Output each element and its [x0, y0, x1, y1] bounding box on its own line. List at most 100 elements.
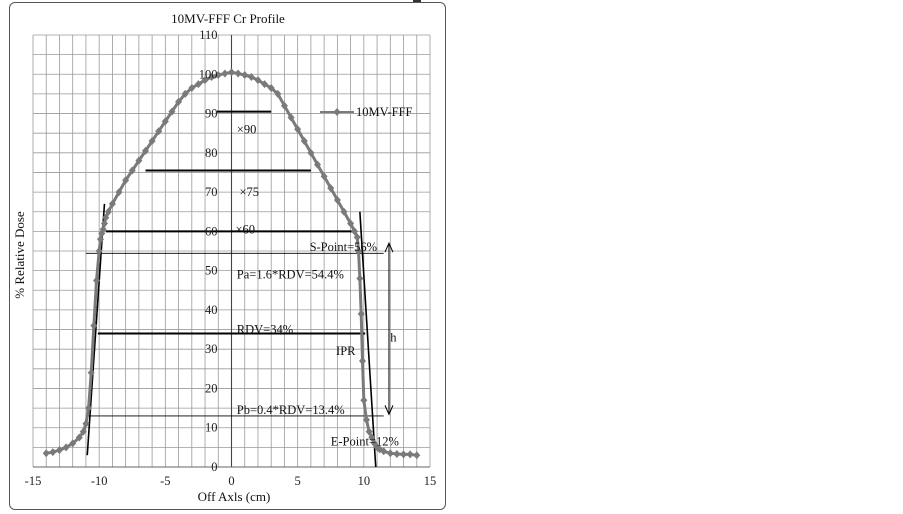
data-point	[55, 446, 63, 455]
y-tick-label: 90	[205, 107, 218, 121]
data-point	[355, 247, 363, 255]
data-point	[294, 125, 302, 134]
data-point	[365, 427, 373, 436]
data-point	[161, 117, 169, 126]
data-point	[96, 235, 104, 244]
data-point	[69, 439, 77, 448]
data-point	[75, 433, 83, 442]
data-point	[104, 207, 112, 216]
y-tick-label: 110	[199, 28, 217, 42]
data-point	[234, 69, 242, 78]
x-tick-label: 10	[358, 474, 371, 488]
data-point	[108, 199, 116, 208]
data-point	[357, 309, 365, 318]
data-point	[148, 137, 156, 146]
data-point	[49, 448, 57, 457]
data-point	[359, 356, 367, 365]
y-tick-label: 20	[205, 381, 218, 395]
series-layer	[42, 68, 421, 460]
data-point	[115, 188, 123, 197]
data-point	[85, 404, 93, 413]
y-tick-label: 0	[211, 460, 217, 474]
y-tick-label: 60	[205, 224, 218, 238]
x-tick-label: -10	[91, 474, 108, 488]
data-point	[360, 396, 368, 405]
data-point	[400, 450, 408, 459]
edge-tangent-line	[86, 203, 106, 456]
chart-title: 10MV-FFF Cr Profile	[171, 11, 285, 26]
data-point	[79, 427, 87, 436]
h-arrow-head-top	[384, 241, 394, 253]
data-point	[254, 76, 262, 85]
y-tick-label: 40	[205, 303, 218, 317]
data-point	[393, 450, 401, 459]
data-point	[188, 84, 196, 93]
legend-label: 10MV-FFF	[356, 105, 413, 119]
data-point	[128, 166, 136, 175]
legend-marker	[333, 108, 341, 116]
data-point	[168, 107, 176, 116]
edge-tangent-line	[359, 211, 377, 468]
data-point	[353, 233, 361, 242]
annotation-label: RDV=34%	[237, 323, 293, 337]
data-point	[413, 451, 421, 460]
data-point	[368, 433, 376, 442]
y-tick-label: 80	[205, 146, 218, 160]
data-point	[280, 101, 288, 110]
data-point	[93, 276, 101, 285]
data-point	[267, 84, 275, 93]
corner-mark	[413, 0, 421, 2]
data-point	[194, 80, 202, 89]
data-point	[380, 447, 388, 456]
data-point	[287, 113, 295, 122]
data-point	[386, 449, 394, 458]
x-tick-label: -15	[25, 474, 42, 488]
x-tick-label: 15	[424, 474, 437, 488]
data-point	[201, 76, 209, 85]
data-point	[351, 227, 359, 236]
grid-layer	[32, 34, 431, 468]
data-point	[300, 137, 308, 146]
y-tick-label: 30	[205, 342, 218, 356]
data-point	[175, 97, 183, 106]
data-point	[87, 368, 95, 377]
data-point	[95, 247, 103, 255]
annotation-label: Pa=1.6*RDV=54.4%	[237, 268, 344, 282]
data-point	[320, 172, 328, 181]
data-point	[247, 73, 255, 82]
data-point	[314, 160, 322, 169]
data-point	[333, 195, 341, 204]
annotation-label: S-Point=56%	[310, 240, 377, 254]
annotation-label: ×90	[237, 122, 257, 136]
x-tick-label: -5	[160, 474, 170, 488]
h-arrow-head-bottom	[384, 405, 394, 416]
data-point	[362, 415, 370, 424]
data-point	[347, 219, 355, 228]
annotation-label: ×75	[239, 185, 259, 199]
data-point	[406, 450, 414, 459]
data-point	[135, 156, 143, 165]
data-point	[356, 274, 364, 283]
y-tick-label: 10	[205, 421, 218, 435]
data-point	[155, 127, 163, 136]
data-point	[214, 71, 222, 80]
data-point	[100, 219, 108, 228]
data-point	[307, 148, 315, 157]
x-axis-title: Off Axls (cm)	[198, 489, 271, 504]
data-point	[42, 449, 50, 458]
guide-lines-layer	[85, 110, 394, 468]
data-point	[122, 176, 130, 185]
y-tick-label: 70	[205, 185, 218, 199]
data-point	[221, 69, 229, 78]
data-point	[208, 73, 216, 82]
annotation-label: h	[390, 330, 397, 344]
annotation-label: E-Point=12%	[331, 434, 399, 448]
data-point	[99, 225, 107, 234]
data-point	[141, 146, 149, 155]
x-tick-label: 0	[228, 474, 234, 488]
y-tick-label: 100	[199, 67, 218, 81]
y-tick-label: 50	[205, 264, 218, 278]
annotation-label: ×60	[235, 222, 255, 236]
data-point	[241, 71, 249, 80]
